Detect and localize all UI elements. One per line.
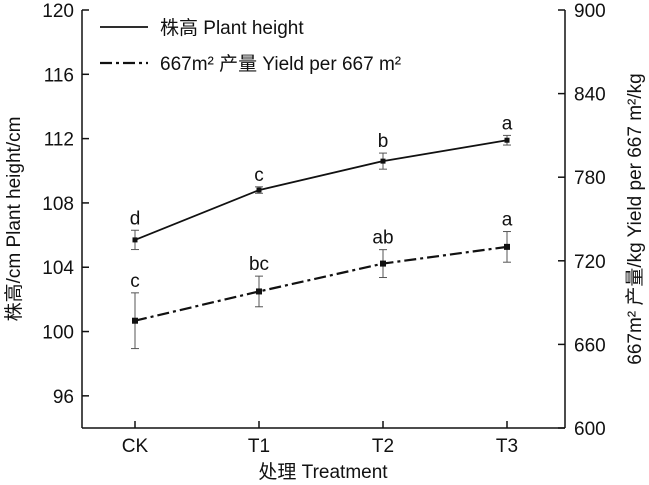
left-tick-label: 112 [44, 130, 74, 151]
right-tick-label: 600 [574, 419, 606, 440]
significance-label-yield: ab [372, 228, 393, 249]
right-tick-label: 780 [574, 168, 606, 189]
series-line-plant-height [134, 139, 508, 241]
data-point-yield [256, 288, 262, 295]
data-point-yield [132, 317, 138, 324]
left-tick-label: 104 [42, 258, 74, 279]
right-tick-label: 720 [574, 252, 606, 273]
data-point-yield [380, 260, 386, 267]
left-tick-label: 120 [42, 1, 74, 22]
series-layer: d c b a c bc ab a [130, 113, 513, 350]
left-tick-label: 108 [42, 194, 74, 215]
right-axis-title: 667m² 产量/kg Yield per 667 m²/kg [624, 73, 646, 364]
series-line-yield [134, 245, 508, 322]
right-tick-label: 900 [574, 1, 606, 22]
left-tick-label: 100 [42, 323, 74, 344]
significance-label-plant-height: d [130, 208, 141, 229]
left-axis-title: 株高/cm Plant height/cm [3, 117, 25, 322]
legend-label-plant-height: 株高 Plant height [160, 17, 304, 39]
data-point-plant-height [256, 187, 262, 193]
x-axis-title: 处理 Treatment [258, 461, 388, 483]
significance-label-yield: a [502, 210, 513, 231]
right-tick-label: 660 [574, 335, 606, 356]
legend-label-yield: 667m² 产量 Yield per 667 m² [160, 53, 401, 75]
significance-label-yield: bc [249, 254, 269, 275]
right-tick-label: 840 [574, 85, 606, 106]
data-point-plant-height [132, 237, 138, 243]
legend: 株高 Plant height 667m² 产量 Yield per 667 m… [100, 17, 401, 75]
x-tick-label: T1 [248, 436, 270, 457]
x-tick-label: CK [122, 436, 149, 457]
x-tick-label: T3 [496, 436, 518, 457]
x-tick-label: T2 [372, 436, 394, 457]
x-axis-ticks: CK T1 T2 T3 [122, 421, 518, 457]
plot-frame [81, 10, 566, 429]
left-tick-label: 116 [44, 65, 74, 86]
significance-label-plant-height: c [254, 165, 264, 186]
significance-label-plant-height: b [378, 131, 389, 152]
significance-label-plant-height: a [502, 113, 513, 134]
data-point-plant-height [504, 137, 510, 143]
left-axis-ticks: 96 100 104 108 112 116 120 [42, 1, 89, 408]
data-point-yield [504, 243, 510, 250]
significance-label-yield: c [130, 271, 140, 292]
data-point-plant-height [380, 158, 386, 164]
right-axis-ticks: 600 660 720 780 840 900 [558, 1, 606, 440]
left-tick-label: 96 [53, 387, 74, 408]
